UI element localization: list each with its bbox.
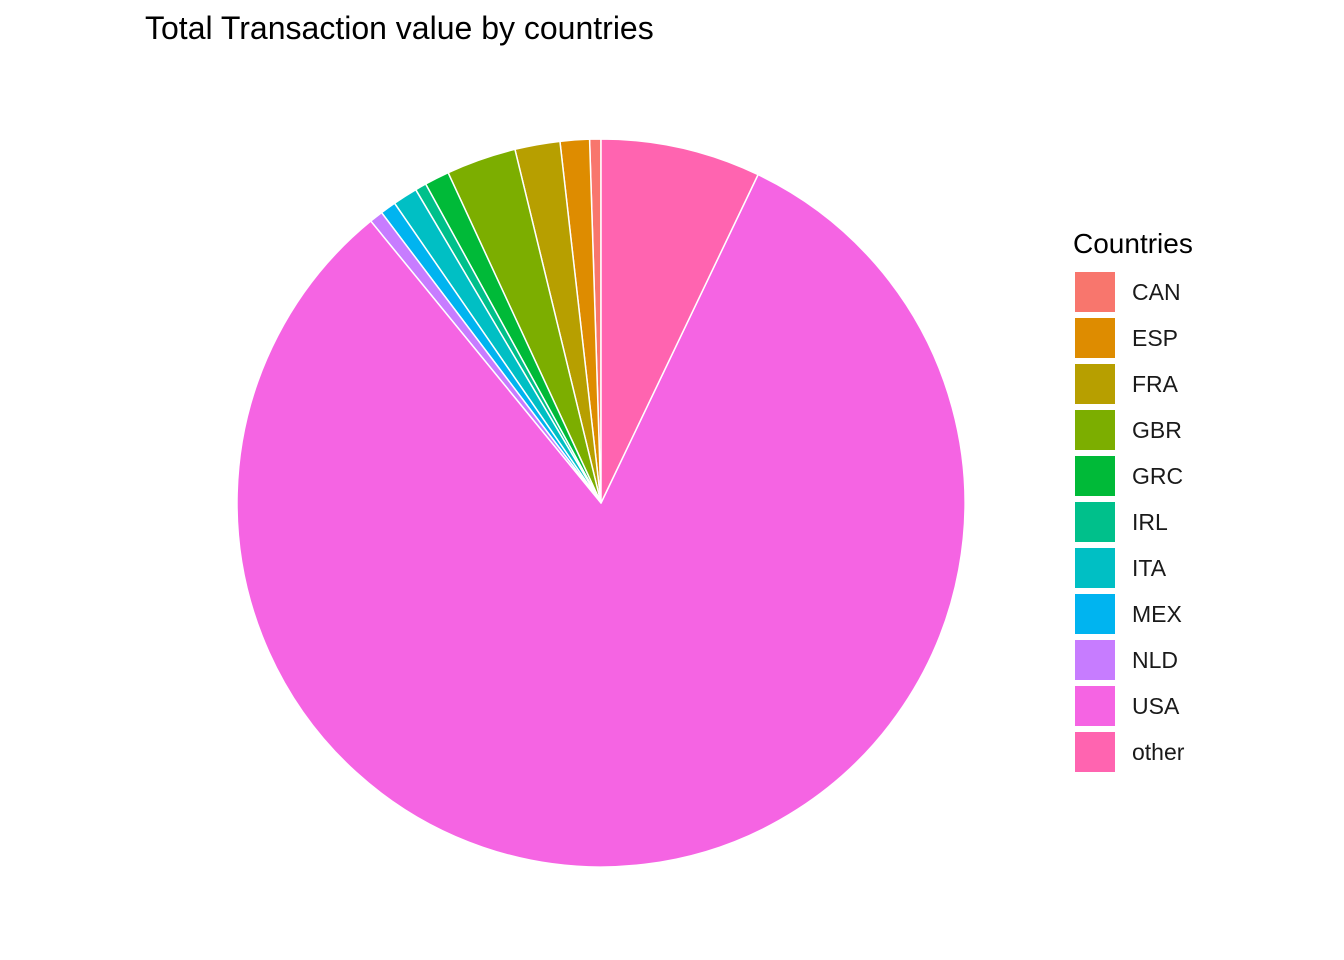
legend-item-fra: FRA (1073, 361, 1193, 407)
legend-label-ita: ITA (1132, 554, 1167, 581)
legend-label-fra: FRA (1132, 370, 1178, 397)
legend-swatch-ita (1075, 548, 1115, 588)
legend-swatch-can (1075, 272, 1115, 312)
legend-swatch-nld (1075, 640, 1115, 680)
legend-swatch-esp (1075, 318, 1115, 358)
legend-item-esp: ESP (1073, 315, 1193, 361)
legend-item-gbr: GBR (1073, 407, 1193, 453)
legend-item-usa: USA (1073, 683, 1193, 729)
legend-swatch-grc (1075, 456, 1115, 496)
legend-label-usa: USA (1132, 692, 1180, 719)
legend-swatch-other (1075, 732, 1115, 772)
legend-label-irl: IRL (1132, 508, 1168, 535)
chart-title: Total Transaction value by countries (145, 10, 654, 46)
legend-label-esp: ESP (1132, 324, 1179, 351)
legend-label-gbr: GBR (1132, 416, 1182, 443)
legend-label-other: other (1132, 738, 1185, 765)
legend-item-other: other (1073, 729, 1193, 775)
pie-slice-usa (236, 173, 966, 868)
legend: Countries CAN ESP FRA GBR GRC IRL ITA MEX NLD USA… (1073, 228, 1193, 775)
legend-label-grc: GRC (1132, 462, 1184, 489)
legend-item-nld: NLD (1073, 637, 1193, 683)
legend-label-can: CAN (1132, 278, 1181, 305)
legend-item-ita: ITA (1073, 545, 1193, 591)
legend-item-irl: IRL (1073, 499, 1193, 545)
pie-slices (236, 138, 966, 868)
legend-item-mex: MEX (1073, 591, 1193, 637)
legend-label-mex: MEX (1132, 600, 1182, 627)
legend-item-grc: GRC (1073, 453, 1193, 499)
legend-swatch-fra (1075, 364, 1115, 404)
legend-swatch-usa (1075, 686, 1115, 726)
legend-label-nld: NLD (1132, 646, 1179, 673)
legend-items: CAN ESP FRA GBR GRC IRL ITA MEX NLD USA other (1073, 269, 1193, 775)
legend-title: Countries (1073, 228, 1193, 259)
legend-item-can: CAN (1073, 269, 1193, 315)
legend-swatch-gbr (1075, 410, 1115, 450)
pie-slice-other (600, 138, 759, 504)
legend-swatch-mex (1075, 594, 1115, 634)
legend-swatch-irl (1075, 502, 1115, 542)
